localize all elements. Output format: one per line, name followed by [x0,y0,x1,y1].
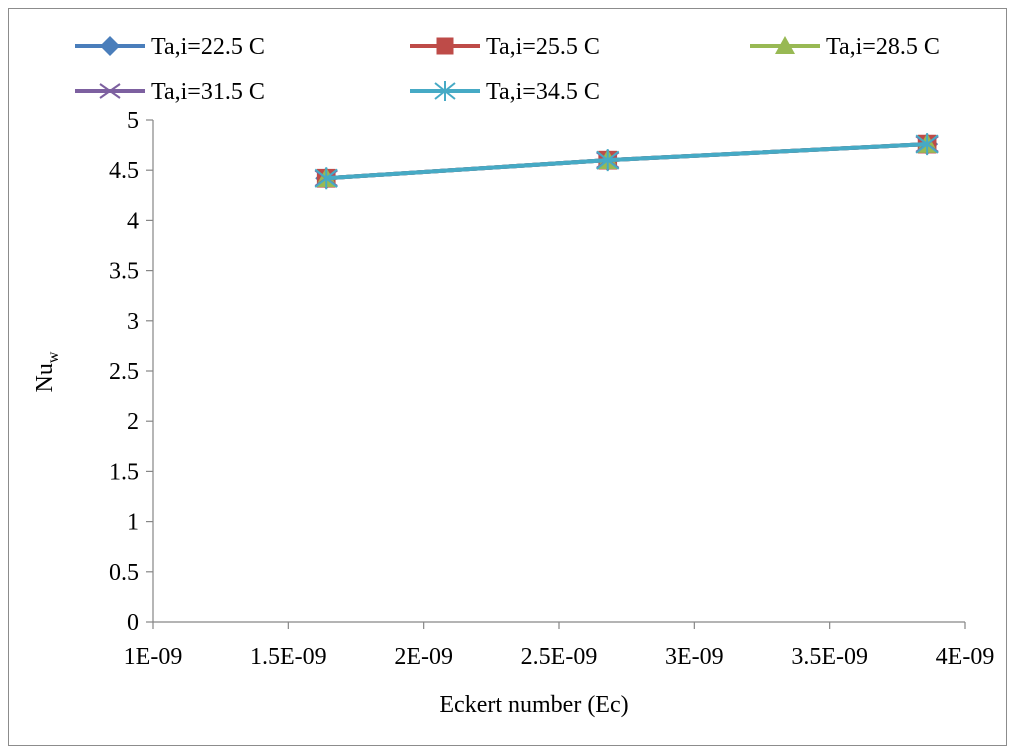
legend: Ta,i=22.5 C Ta,i=25.5 C Ta,i=28.5 C Ta,i=31… [75,34,940,105]
legend-marker [775,36,795,54]
legend-item-3: Ta,i=28.5 C [750,34,940,60]
y-tick-label: 5 [127,108,139,134]
y-axis-label: Nuw [32,351,62,392]
legend-marker [436,37,454,55]
y-tick-label: 3 [127,309,139,335]
x-tick-label: 2E-09 [394,644,453,670]
data-point [915,133,939,156]
data-point [314,167,338,190]
legend-item-5: Ta,i=34.5 C [410,79,600,105]
y-tick-label: 0 [127,610,139,636]
legend-label: Ta,i=34.5 C [486,79,600,105]
legend-item-1: Ta,i=22.5 C [75,34,265,60]
data-point [596,149,620,172]
legend-label: Ta,i=25.5 C [486,34,600,60]
series-5 [314,133,939,190]
legend-item-2: Ta,i=25.5 C [410,34,600,60]
legend-label: Ta,i=31.5 C [151,79,265,105]
legend-item-4: Ta,i=31.5 C [75,79,265,105]
x-tick-label: 4E-09 [936,644,995,670]
y-tick-label: 2 [127,409,139,435]
y-tick-label: 3.5 [109,259,139,285]
y-tick-label: 1 [127,510,139,536]
legend-marker [100,36,120,56]
x-tick-label: 2.5E-09 [521,644,598,670]
legend-marker [99,83,121,99]
x-tick-label: 3E-09 [665,644,724,670]
legend-marker [434,81,456,101]
y-tick-label: 0.5 [109,560,139,586]
x-axis-label: Eckert number (Ec) [439,692,628,718]
y-axis-label-subscript: w [45,351,62,363]
y-axis-label-main: Nu [32,363,58,392]
series-layer [314,133,939,190]
x-tick-label: 1E-09 [124,644,183,670]
legend-label: Ta,i=22.5 C [151,34,265,60]
y-tick-label: 4 [127,208,139,234]
x-tick-label: 1.5E-09 [250,644,327,670]
series-line [326,142,928,181]
y-tick-label: 4.5 [109,158,139,184]
y-tick-label: 1.5 [109,459,139,485]
axes: 0 0.5 1 1.5 2 2.5 3 3.5 4 4.5 5 1E-09 1.5E-09 2E-09 2.… [109,108,994,670]
x-tick-label: 3.5E-09 [791,644,868,670]
chart-frame [8,8,1007,746]
y-tick-label: 2.5 [109,359,139,385]
legend-label: Ta,i=28.5 C [826,34,940,60]
